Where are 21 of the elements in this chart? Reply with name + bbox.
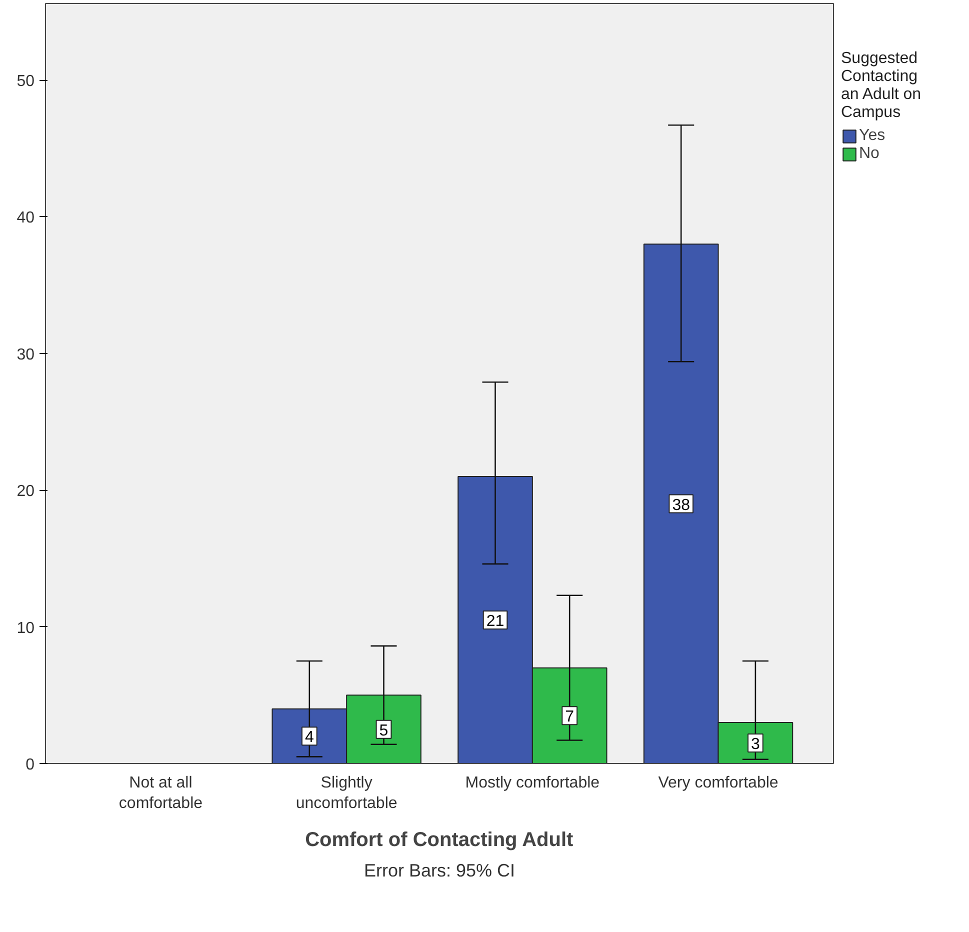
data-label: 4 bbox=[304, 729, 314, 746]
x-tick-label: Very comfortable bbox=[658, 774, 778, 792]
x-tick-label: Not at all comfortable bbox=[118, 774, 203, 812]
x-tick-label: Slightly uncomfortable bbox=[296, 774, 398, 812]
data-label: 3 bbox=[750, 736, 760, 753]
x-axis-title: Comfort of Contacting Adult bbox=[305, 828, 574, 851]
x-tick-label: Mostly comfortable bbox=[465, 774, 600, 792]
data-label: 38 bbox=[672, 496, 690, 514]
y-tick-label: 0 bbox=[26, 756, 35, 774]
legend-title: Suggested Contacting an Adult on Campus bbox=[841, 50, 922, 122]
y-tick-label: 10 bbox=[16, 620, 35, 637]
text: Error Bars: 95% CI bbox=[364, 860, 516, 880]
data-label: 21 bbox=[486, 612, 504, 630]
data-label: 7 bbox=[565, 708, 574, 726]
y-tick-label: 40 bbox=[16, 210, 35, 227]
y-tick-label: 20 bbox=[16, 483, 35, 500]
y-tick-label: 30 bbox=[16, 346, 35, 364]
y-tick-label: 50 bbox=[16, 73, 35, 90]
legend-label: No bbox=[859, 145, 880, 163]
data-label: 5 bbox=[379, 722, 388, 740]
legend-label: Yes bbox=[859, 127, 886, 145]
